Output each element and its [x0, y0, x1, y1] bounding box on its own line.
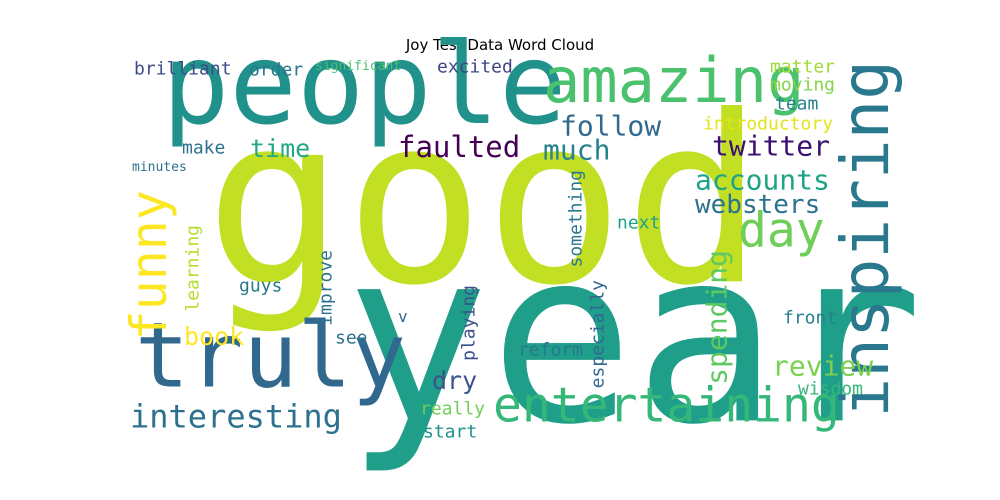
word-people: people	[162, 20, 567, 150]
word-matter: matter	[770, 57, 835, 78]
word-front: front	[783, 308, 837, 329]
word-truly: truly	[135, 303, 406, 408]
word-follow: follow	[560, 109, 661, 142]
word-reform: reform	[518, 340, 583, 361]
word-good: good	[205, 66, 764, 336]
word-learning: learning	[183, 225, 204, 312]
word-v: v	[398, 307, 408, 326]
word-faulted: faulted	[398, 130, 520, 164]
word-brilliant: brilliant	[134, 59, 232, 80]
word-significant: significant	[315, 59, 401, 74]
word-playing: playing	[459, 285, 480, 361]
word-book: book	[184, 322, 244, 351]
word-order: order	[249, 60, 303, 81]
chart-title: Joy Test Data Word Cloud	[405, 36, 595, 54]
word-especially: especially	[588, 280, 609, 389]
word-minutes: minutes	[132, 160, 187, 175]
word-amazing: amazing	[543, 44, 804, 117]
word-dry: dry	[432, 366, 477, 395]
word-year: year	[345, 197, 923, 477]
word-make: make	[182, 138, 225, 159]
word-funny: funny	[120, 190, 178, 341]
word-day: day	[738, 202, 825, 258]
word-next: next	[617, 213, 660, 234]
word-twitter: twitter	[712, 129, 830, 162]
word-inspiring: inspiring	[827, 60, 904, 418]
word-accounts: accounts	[695, 163, 830, 196]
word-something: something	[566, 170, 587, 268]
word-see: see	[335, 328, 368, 349]
word-review: review	[772, 349, 873, 382]
word-interesting: interesting	[130, 397, 342, 435]
word-guys: guys	[239, 276, 282, 297]
word-much: much	[543, 133, 610, 166]
word-really: really	[420, 399, 485, 420]
word-excited: excited	[437, 57, 513, 78]
word-start: start	[423, 422, 477, 443]
word-improve: improve	[316, 250, 337, 326]
word-websters: websters	[695, 190, 820, 220]
word-wisdom: wisdom	[798, 379, 863, 400]
word-spending: spending	[700, 250, 733, 385]
word-entertaining: entertaining	[493, 377, 840, 433]
word-time: time	[250, 134, 310, 163]
word-team: team	[775, 94, 818, 115]
word-moving: moving	[770, 75, 835, 96]
word-introductory: introductory	[703, 114, 833, 135]
